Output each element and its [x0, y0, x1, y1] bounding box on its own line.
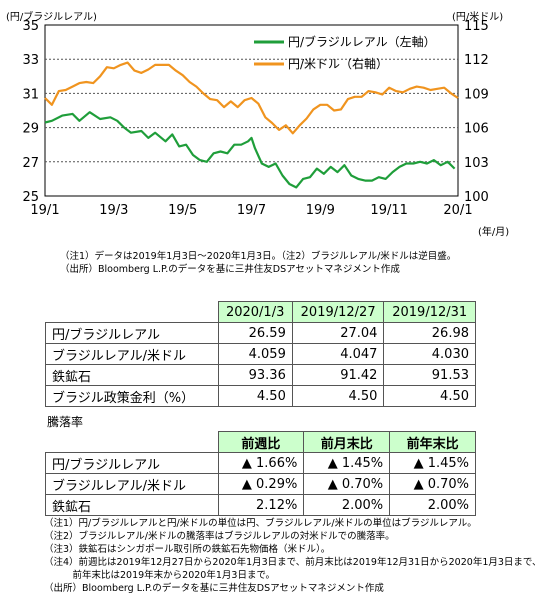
cell: 2.00% — [303, 494, 391, 516]
table-note: （注4）前週比は2019年12月27日から2020年1月3日まで、前月末比は20… — [44, 557, 535, 568]
rates-table: 2020/1/3 2019/12/27 2019/12/31 円/ブラジルレアル… — [45, 301, 476, 407]
right-tick-label: 106 — [464, 122, 489, 137]
table-row: ブラジルレアル/米ドル ▲ 0.29% ▲ 0.70% ▲ 0.70% — [45, 473, 476, 495]
cell: 4.50 — [383, 385, 476, 407]
table-note: （注2）ブラジルレアル/米ドルの騰落率はブラジルレアルの対米ドルでの騰落率。 — [44, 531, 395, 542]
right-tick-label: 109 — [464, 87, 489, 102]
right-axis-unit: (円/米ドル) — [452, 12, 504, 23]
cell: 26.98 — [383, 322, 476, 344]
chart-legend: 円/ブラジルレアル（左軸） 円/米ドル（右軸） — [254, 34, 436, 71]
exchange-rate-chart: 35 33 31 29 27 25 115 112 109 106 103 100 19/1 19/3… — [22, 19, 489, 218]
cell: 91.53 — [383, 364, 476, 386]
left-tick-label: 35 — [22, 19, 39, 34]
cell: ▲ 1.45% — [389, 452, 476, 474]
series-line-jpy-usd — [44, 61, 459, 135]
cell: ▲ 1.45% — [303, 452, 391, 474]
col-header: 2020/1/3 — [217, 301, 293, 323]
row-label: 鉄鉱石 — [45, 494, 219, 516]
col-header: 2019/12/27 — [291, 301, 385, 323]
plot-frame — [44, 24, 459, 197]
x-tick-label: 20/1 — [443, 203, 472, 218]
x-axis-unit: (年/月) — [478, 227, 510, 238]
row-label: 円/ブラジルレアル — [45, 452, 219, 474]
cell: 93.36 — [217, 364, 293, 386]
cell: 4.50 — [217, 385, 293, 407]
chart-notes: （注1）データは2019年1月3日～2020年1月3日。（注2）ブラジルレアル/… — [60, 250, 456, 276]
left-tick-label: 29 — [22, 122, 39, 137]
x-axis-ticks: 19/1 19/3 19/5 19/7 19/9 19/11 20/1 — [30, 203, 472, 218]
row-label: 円/ブラジルレアル — [45, 322, 219, 344]
col-header: 前週比 — [217, 431, 305, 453]
table-row: 円/ブラジルレアル 26.59 27.04 26.98 — [45, 322, 476, 344]
cell: ▲ 0.29% — [217, 473, 305, 495]
cell: 26.59 — [217, 322, 293, 344]
left-tick-label: 27 — [22, 156, 39, 171]
x-tick-label: 19/5 — [168, 203, 197, 218]
x-tick-label: 19/9 — [306, 203, 335, 218]
left-axis-ticks: 35 33 31 29 27 25 — [22, 19, 39, 205]
col-header: 前年末比 — [389, 431, 476, 453]
left-tick-label: 33 — [22, 53, 39, 68]
table-row: ブラジルレアル/米ドル 4.059 4.047 4.030 — [45, 343, 476, 365]
cell: 2.00% — [389, 494, 476, 516]
row-label: ブラジルレアル/米ドル — [45, 343, 219, 365]
cell: 4.50 — [291, 385, 385, 407]
col-header: 2019/12/31 — [383, 301, 476, 323]
chart-note: （出所）Bloomberg L.P.のデータを基に三井住友DSアセットマネジメン… — [60, 264, 400, 275]
legend-label-usd: 円/米ドル（右軸） — [288, 56, 388, 71]
chart-note: （注1）データは2019年1月3日～2020年1月3日。（注2）ブラジルレアル/… — [60, 251, 457, 262]
table-note: （注3）鉄鉱石はシンガポール取引所の鉄鉱石先物価格（米ドル）。 — [44, 544, 331, 555]
left-tick-label: 25 — [22, 190, 39, 205]
cell: ▲ 0.70% — [389, 473, 476, 495]
legend-label-brl: 円/ブラジルレアル（左軸） — [288, 34, 436, 49]
x-tick-label: 19/11 — [370, 203, 407, 218]
table-row: 鉄鉱石 93.36 91.42 91.53 — [45, 364, 476, 386]
table-note: （出所）Bloomberg L.P.のデータを基に三井住友DSアセットマネジメン… — [44, 583, 384, 594]
table-note: 前年末比は2019年末から2020年1月3日まで。 — [44, 570, 276, 581]
cell: 91.42 — [291, 364, 385, 386]
cell: 4.030 — [383, 343, 476, 365]
row-label: ブラジルレアル/米ドル — [45, 473, 219, 495]
left-axis-unit: (円/ブラジルレアル) — [6, 12, 97, 23]
table-row: 鉄鉱石 2.12% 2.00% 2.00% — [45, 494, 476, 516]
cell: 4.059 — [217, 343, 293, 365]
change-rate-table: 前週比 前月末比 前年末比 円/ブラジルレアル ▲ 1.66% ▲ 1.45% ▲ 1… — [45, 431, 476, 516]
cell: ▲ 1.66% — [217, 452, 305, 474]
table-row: 円/ブラジルレアル ▲ 1.66% ▲ 1.45% ▲ 1.45% — [45, 452, 476, 474]
right-tick-label: 103 — [464, 156, 489, 171]
series-line-jpy-brl — [44, 111, 456, 189]
row-label: ブラジル政策金利（%） — [45, 385, 219, 407]
x-tick-label: 19/1 — [30, 203, 59, 218]
x-tick-label: 19/7 — [237, 203, 266, 218]
table-notes: （注1）円/ブラジルレアルと円/米ドルの単位は円、ブラジルレアル/米ドルの単位は… — [44, 517, 535, 595]
left-tick-label: 31 — [22, 87, 39, 102]
right-tick-label: 115 — [464, 19, 489, 34]
table-note: （注1）円/ブラジルレアルと円/米ドルの単位は円、ブラジルレアル/米ドルの単位は… — [44, 518, 477, 529]
right-tick-label: 112 — [464, 53, 489, 68]
table-row: ブラジル政策金利（%） 4.50 4.50 4.50 — [45, 385, 476, 407]
cell: 4.047 — [291, 343, 385, 365]
row-label: 鉄鉱石 — [45, 364, 219, 386]
cell: 27.04 — [291, 322, 385, 344]
right-axis-ticks: 115 112 109 106 103 100 — [464, 19, 489, 205]
series-lines — [44, 61, 459, 189]
grid — [45, 58, 458, 163]
x-tick-label: 19/3 — [99, 203, 128, 218]
cell: ▲ 0.70% — [303, 473, 391, 495]
col-header: 前月末比 — [303, 431, 391, 453]
change-rate-title: 騰落率 — [47, 415, 84, 429]
cell: 2.12% — [217, 494, 305, 516]
right-tick-label: 100 — [464, 190, 489, 205]
